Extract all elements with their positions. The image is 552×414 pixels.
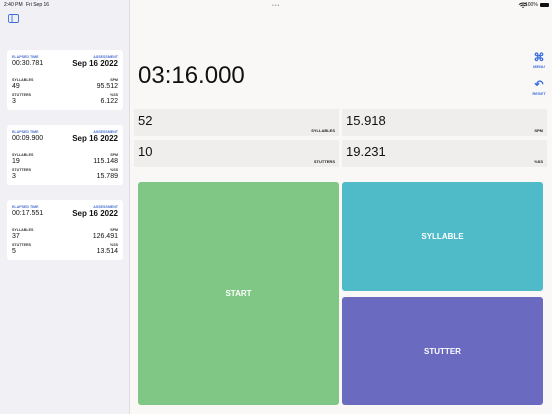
stat-value: 10 (138, 144, 153, 159)
session-card[interactable]: ELAPSED TIME ASSESSMENT 00:17.551 Sep 16 20… (7, 200, 123, 260)
assessment-date: Sep 16 2022 (72, 209, 118, 218)
elapsed-label: ELAPSED TIME (12, 55, 39, 59)
start-button[interactable]: START (138, 182, 339, 405)
elapsed-label: ELAPSED TIME (12, 130, 39, 134)
stutters-value: 3 (12, 173, 16, 180)
spm-value: 126.491 (92, 233, 118, 240)
wifi-icon (518, 2, 528, 8)
stat-label: SPM (534, 128, 543, 133)
ss-label: %SS (110, 168, 118, 172)
menu-label: MENU (533, 64, 545, 69)
spm-label: SPM (110, 153, 118, 157)
reset-icon: ↶ (534, 79, 544, 91)
elapsed-time: 00:17.551 (12, 210, 44, 217)
session-card[interactable]: ELAPSED TIME ASSESSMENT 00:09.900 Sep 16 20… (7, 125, 123, 185)
stutters-label: STUTTERS (12, 243, 31, 247)
stat-value: 19.231 (346, 144, 386, 159)
stutters-value: 5 (12, 248, 16, 255)
sidebar-toggle[interactable] (8, 14, 19, 23)
ss-value: 13.514 (96, 248, 118, 255)
sidebar: 2:40 PM Fri Sep 16 ELAPSED TIME ASSESSMEN… (0, 0, 130, 414)
stutter-button[interactable]: STUTTER (342, 297, 543, 405)
syllables-label: SYLLABLES (12, 153, 34, 157)
ss-value: 15.789 (96, 173, 118, 180)
stutters-label: STUTTERS (12, 93, 31, 97)
ss-label: %SS (110, 93, 118, 97)
spm-label: SPM (110, 78, 118, 82)
status-date: Fri Sep 16 (26, 2, 50, 8)
session-card[interactable]: ELAPSED TIME ASSESSMENT 00:30.781 Sep 16 20… (7, 50, 123, 110)
multitask-dots: ••• (272, 3, 281, 9)
assessment-label: ASSESSMENT (93, 55, 118, 59)
elapsed-label: ELAPSED TIME (12, 205, 39, 209)
syllable-button[interactable]: SYLLABLE (342, 182, 543, 291)
stat-value: 52 (138, 113, 153, 128)
stutters-value: 3 (12, 98, 16, 105)
elapsed-time: 00:09.900 (12, 135, 44, 142)
spm-value: 115.148 (93, 158, 118, 165)
syllables-label: SYLLABLES (12, 78, 34, 82)
syllables-value: 19 (12, 158, 20, 165)
syllables-value: 49 (12, 83, 20, 90)
stutters-label: STUTTERS (12, 168, 31, 172)
elapsed-time: 00:30.781 (12, 60, 44, 67)
ss-label: %SS (110, 243, 118, 247)
stat-label: STUTTERS (313, 159, 335, 164)
stat-box: 10 STUTTERS (134, 140, 339, 167)
spm-label: SPM (110, 228, 118, 232)
stat-box: 19.231 %SS (342, 140, 547, 167)
assessment-date: Sep 16 2022 (72, 59, 118, 68)
stat-label: SYLLABLES (311, 128, 335, 133)
status-time: 2:40 PM (4, 2, 23, 8)
syllables-value: 37 (12, 233, 20, 240)
stat-box: 52 SYLLABLES (134, 109, 339, 136)
syllables-label: SYLLABLES (12, 228, 34, 232)
ss-value: 6.122 (100, 98, 118, 105)
reset-label: RESET (532, 91, 546, 96)
stat-label: %SS (534, 159, 543, 164)
timer: 03:16.000 (138, 62, 245, 89)
stat-value: 15.918 (346, 113, 386, 128)
battery-icon (540, 3, 549, 7)
stat-box: 15.918 SPM (342, 109, 547, 136)
menu-icon: ⌘ (533, 52, 545, 64)
assessment-date: Sep 16 2022 (72, 134, 118, 143)
spm-value: 95.512 (96, 83, 118, 90)
assessment-label: ASSESSMENT (93, 205, 118, 209)
menu-button[interactable]: ⌘ MENU (529, 52, 549, 70)
reset-button[interactable]: ↶ RESET (529, 79, 549, 97)
assessment-label: ASSESSMENT (93, 130, 118, 134)
battery-level: 100% (525, 2, 538, 8)
